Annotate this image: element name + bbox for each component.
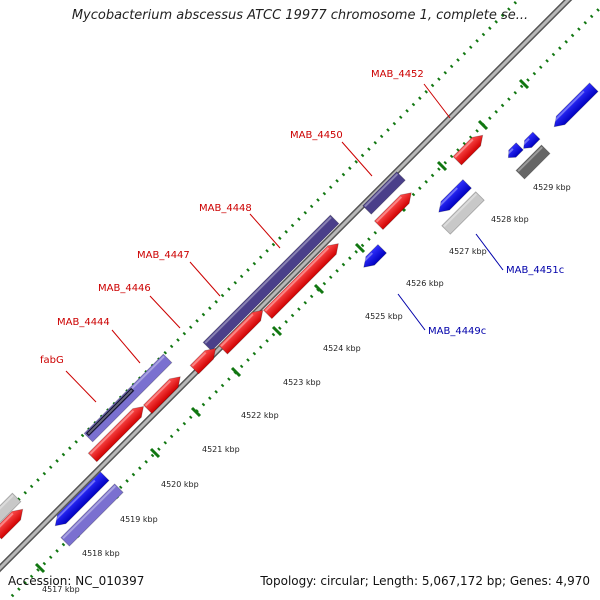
gene-arrow	[521, 131, 541, 149]
major-tick	[149, 447, 161, 459]
gene-label[interactable]: fabG	[40, 355, 64, 366]
tick-label: 4519 kbp	[120, 515, 158, 524]
gene-arrow	[0, 508, 24, 540]
label-connector	[65, 370, 97, 403]
major-tick	[313, 283, 325, 295]
gene-arrow	[189, 347, 217, 375]
major-tick	[518, 78, 530, 90]
gene-arrow	[373, 192, 412, 231]
gene-arrow	[452, 134, 484, 166]
label-connector	[249, 213, 281, 249]
gene-arrow	[506, 142, 524, 159]
backbone	[0, 0, 573, 573]
gene-label[interactable]: MAB_4450	[290, 130, 343, 141]
major-tick	[34, 562, 46, 574]
label-connector	[111, 329, 141, 364]
gene-arrow	[551, 82, 599, 128]
tick-label: 4518 kbp	[82, 549, 120, 558]
major-tick	[436, 160, 448, 172]
tick-label: 4526 kbp	[406, 279, 444, 288]
forward-genes	[0, 134, 484, 540]
gene-label[interactable]: MAB_4451c	[506, 265, 564, 276]
major-tick	[190, 406, 202, 418]
reverse-genes	[52, 82, 599, 547]
label-connector	[149, 295, 181, 329]
tick-labels: 4517 kbp 4518 kbp 4519 kbp 4520 kbp 4521 kbp…	[42, 183, 571, 594]
major-tick	[354, 242, 366, 254]
gene-labels: fabG MAB_4444 MAB_4446 MAB_4447 MAB_4448 MAB_…	[40, 69, 564, 366]
gene-label[interactable]: MAB_4452	[371, 69, 424, 80]
tick-label: 4527 kbp	[449, 247, 487, 256]
major-tick	[477, 119, 489, 131]
gene-arrow	[0, 492, 22, 524]
label-connector	[341, 141, 373, 177]
major-tick	[230, 366, 242, 378]
tick-label: 4522 kbp	[241, 411, 279, 420]
gene-arrow	[360, 243, 388, 268]
tick-label: 4524 kbp	[323, 344, 361, 353]
gene-arrow	[515, 144, 551, 180]
gene-arrow	[362, 171, 406, 215]
gene-arrow	[262, 243, 339, 320]
map-title: Mycobacterium abscessus ATCC 19977 chrom…	[71, 8, 529, 23]
gene-arrow	[142, 376, 181, 415]
tick-label: 4525 kbp	[365, 312, 403, 321]
gene-arrow	[87, 406, 144, 463]
gene-arrow	[52, 471, 110, 527]
gene-arrow	[441, 191, 485, 235]
gene-label[interactable]: MAB_4447	[137, 250, 190, 261]
gene-arrow	[202, 214, 340, 352]
genome-summary-text: Topology: circular; Length: 5,067,172 bp…	[260, 574, 590, 588]
major-tick	[271, 325, 283, 337]
label-connector	[397, 293, 426, 331]
gene-arrow	[436, 179, 472, 213]
accession-text: Accession: NC_010397	[8, 574, 145, 588]
label-connectors	[65, 83, 504, 403]
gene-label[interactable]: MAB_4449c	[428, 326, 486, 337]
gene-arrow	[218, 309, 264, 355]
tick-label: 4523 kbp	[283, 378, 321, 387]
tick-label: 4528 kbp	[491, 215, 529, 224]
tick-label: 4520 kbp	[161, 480, 199, 489]
label-connector	[189, 261, 221, 297]
tick-label: 4517 kbp	[42, 585, 80, 594]
gene-arrow	[85, 387, 135, 437]
tick-label: 4529 kbp	[533, 183, 571, 192]
tick-label: 4521 kbp	[202, 445, 240, 454]
label-connector	[423, 83, 451, 119]
gene-label[interactable]: MAB_4446	[98, 283, 151, 294]
outer-dotted-guide	[0, 0, 521, 521]
label-connector	[475, 233, 504, 271]
gene-label[interactable]: MAB_4444	[57, 317, 110, 328]
gene-arrow	[60, 483, 124, 547]
gene-label[interactable]: MAB_4448	[199, 203, 252, 214]
